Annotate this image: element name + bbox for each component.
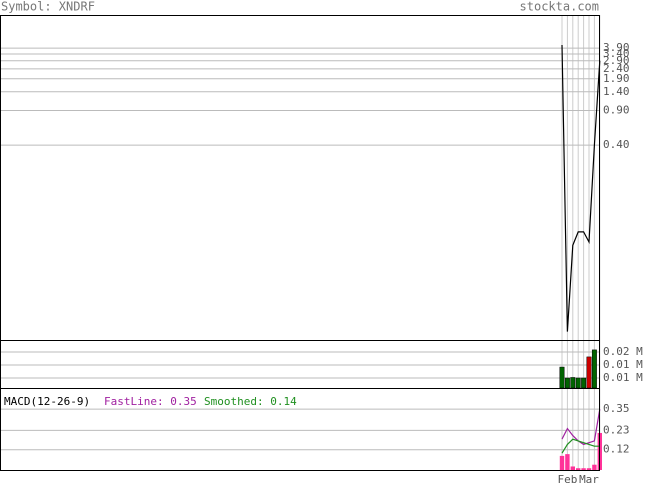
- volume-bar: [581, 377, 587, 389]
- histogram-bar: [565, 454, 570, 470]
- panel-border: [0, 388, 600, 471]
- y-tick-label: 3.90: [603, 41, 630, 54]
- y-tick-label: 3.40: [603, 47, 630, 60]
- price-line: [561, 44, 601, 332]
- y-tick-label: 0.01 M: [603, 358, 643, 371]
- legend-entry: Smoothed: 0.14: [204, 395, 297, 408]
- x-tick-label: Feb: [557, 473, 577, 486]
- macd-line: [561, 409, 601, 446]
- legend-entry: FastLine: 0.35: [104, 395, 197, 408]
- volume-bar: [586, 356, 592, 389]
- y-tick-label: 2.90: [603, 54, 630, 67]
- volume-bar: [570, 377, 576, 389]
- y-tick-label: 0.02 M: [603, 345, 643, 358]
- histogram-bar: [576, 468, 581, 470]
- histogram-bar: [559, 455, 565, 470]
- volume-bar: [559, 366, 565, 389]
- panel-border: [0, 15, 600, 341]
- volume-bar: [575, 377, 581, 389]
- y-tick-label: 2.40: [603, 62, 630, 75]
- y-tick-label: 0.90: [603, 104, 630, 117]
- histogram-bar: [586, 468, 592, 470]
- macd-line: [561, 438, 600, 454]
- histogram-bar: [592, 464, 597, 470]
- x-tick-label: Mar: [579, 473, 599, 486]
- y-tick-label: 1.90: [603, 72, 630, 85]
- y-tick-label: 0.35: [603, 402, 630, 415]
- histogram-bar: [581, 468, 586, 470]
- y-tick-label: 0.12: [603, 443, 630, 456]
- y-tick-label: 0.40: [603, 138, 630, 151]
- y-tick-label: 0.23: [603, 423, 630, 436]
- macd-title: MACD(12-26-9): [4, 395, 90, 408]
- y-tick-label: 0.01 M: [603, 371, 643, 384]
- volume-bar: [564, 377, 570, 389]
- site[interactable]: stockta.com: [520, 0, 599, 14]
- histogram-bar: [570, 466, 575, 470]
- symbol: Symbol: XNDRF: [1, 0, 95, 14]
- y-tick-label: 1.40: [603, 85, 630, 98]
- volume-bar: [591, 349, 597, 389]
